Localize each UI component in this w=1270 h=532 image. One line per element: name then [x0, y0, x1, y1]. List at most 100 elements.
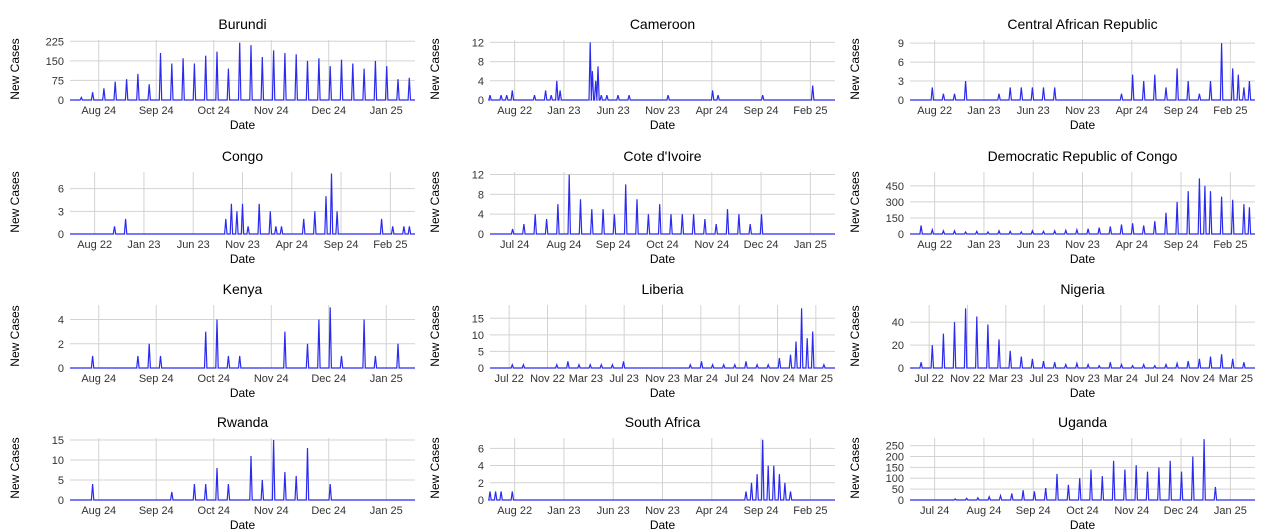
y-tick-label: 20 — [892, 340, 904, 352]
x-tick-label: Jun 23 — [597, 105, 630, 117]
panel-title: Central African Republic — [1007, 16, 1158, 32]
y-tick-label: 225 — [46, 36, 64, 48]
x-axis-label: Date — [229, 518, 256, 532]
panel-plot: 0 4 8 12 Jul 24 Aug 24 Sep 24 Oct 24 Nov 24 Dec 2… — [472, 169, 835, 251]
x-tick-label: Oct 24 — [198, 373, 230, 385]
y-axis-label: New Cases — [428, 304, 442, 367]
series-line — [490, 308, 835, 369]
panel-plot: 0 4 8 12 Aug 22 Jan 23 Jun 23 Nov 23 Apr 24 Sep 2… — [472, 37, 835, 117]
series-line — [488, 42, 835, 101]
x-tick-label: Sep 24 — [596, 239, 631, 251]
y-axis-label: New Cases — [428, 38, 442, 100]
x-tick-label: Nov 23 — [645, 505, 680, 517]
panel-title: South Africa — [624, 414, 701, 430]
x-tick-label: Mar 24 — [1104, 373, 1138, 385]
x-tick-label: Feb 25 — [1213, 105, 1247, 117]
x-tick-label: Feb 25 — [793, 505, 827, 517]
y-axis-label: New Cases — [848, 437, 862, 499]
x-tick-label: Aug 22 — [497, 105, 532, 117]
x-tick-label: Nov 24 — [1180, 373, 1215, 385]
x-axis-label: Date — [1069, 518, 1096, 532]
panel-title: Democratic Republic of Congo — [987, 148, 1178, 164]
x-tick-label: Jun 23 — [177, 239, 210, 251]
x-tick-label: Aug 22 — [497, 505, 532, 517]
y-tick-label: 10 — [472, 330, 484, 342]
panel-plot: 0 5 10 15 Jul 22 Nov 22 Mar 23 Jul 23 Nov 23 Mar … — [472, 305, 835, 385]
series-line — [488, 439, 835, 501]
x-tick-label: Apr 24 — [1116, 105, 1148, 117]
x-tick-label: Jun 23 — [1017, 239, 1050, 251]
y-tick-label: 250 — [886, 441, 904, 453]
panel-plot: 0 2 4 6 Aug 22 Jan 23 Jun 23 Nov 23 Apr 24 Sep 24… — [478, 438, 835, 517]
y-tick-label: 150 — [886, 462, 904, 474]
x-tick-label: Nov 24 — [760, 373, 795, 385]
x-tick-label: Nov 23 — [645, 105, 680, 117]
panel-title: Cameroon — [629, 16, 696, 32]
y-tick-label: 5 — [478, 346, 484, 358]
y-tick-label: 150 — [886, 213, 904, 225]
y-tick-label: 0 — [898, 363, 904, 375]
y-tick-label: 3 — [58, 206, 64, 218]
x-tick-label: Oct 24 — [646, 239, 678, 251]
x-tick-label: Aug 22 — [917, 239, 952, 251]
panel-plot: 0 5 10 15 Aug 24 Sep 24 Oct 24 Nov 24 Dec 24 Jan … — [52, 435, 415, 517]
x-tick-label: Nov 23 — [645, 373, 680, 385]
x-axis-label: Date — [229, 386, 256, 400]
x-axis-label: Date — [1069, 386, 1096, 400]
panel-title: Cote d'Ivoire — [623, 148, 702, 164]
x-tick-label: Sep 24 — [1016, 505, 1051, 517]
x-tick-label: Dec 24 — [311, 373, 346, 385]
series-line — [910, 439, 1255, 501]
x-tick-label: Aug 24 — [81, 105, 116, 117]
x-tick-label: Feb 25 — [793, 105, 827, 117]
x-tick-label: Feb 25 — [1213, 239, 1247, 251]
x-tick-label: Mar 23 — [989, 373, 1023, 385]
x-tick-label: Aug 24 — [966, 505, 1001, 517]
series-line — [910, 178, 1255, 235]
x-tick-label: Nov 23 — [1065, 239, 1100, 251]
x-tick-label: Apr 24 — [696, 105, 728, 117]
x-tick-label: Nov 24 — [694, 239, 729, 251]
x-axis-label: Date — [649, 252, 676, 266]
x-tick-label: Jun 23 — [597, 505, 630, 517]
x-tick-label: Apr 24 — [1116, 239, 1148, 251]
y-tick-label: 5 — [58, 475, 64, 487]
x-tick-label: Jan 23 — [547, 505, 580, 517]
x-tick-label: Apr 24 — [276, 239, 308, 251]
x-tick-label: Oct 24 — [1066, 505, 1098, 517]
x-tick-label: Nov 23 — [225, 239, 260, 251]
x-tick-label: Jan 23 — [967, 239, 1000, 251]
y-tick-label: 0 — [478, 95, 484, 107]
x-tick-label: Dec 24 — [311, 505, 346, 517]
x-tick-label: Sep 24 — [139, 373, 174, 385]
x-tick-label: Apr 24 — [696, 505, 728, 517]
y-tick-label: 0 — [478, 495, 484, 507]
y-axis-label: New Cases — [848, 171, 862, 233]
panel-plot: 0 2 4 Aug 24 Sep 24 Oct 24 Nov 24 Dec 24 Jan 25 — [58, 305, 415, 385]
y-axis-label: New Cases — [848, 38, 862, 100]
y-tick-label: 12 — [472, 169, 484, 181]
panel-plot: 0 20 40 Jul 22 Nov 22 Mar 23 Jul 23 Nov 23 Mar 2… — [892, 305, 1255, 385]
y-tick-label: 9 — [898, 38, 904, 50]
y-tick-label: 3 — [898, 76, 904, 88]
y-tick-label: 0 — [898, 495, 904, 507]
x-axis-label: Date — [649, 386, 676, 400]
y-tick-label: 0 — [58, 229, 64, 241]
y-tick-label: 2 — [58, 339, 64, 351]
x-tick-label: Jan 25 — [370, 373, 403, 385]
x-axis-label: Date — [649, 518, 676, 532]
y-axis-label: New Cases — [8, 437, 22, 499]
x-tick-label: Jan 25 — [1214, 505, 1247, 517]
panel-plot: 0 75 150 225 Aug 24 Sep 24 Oct 24 Nov 24 Dec 24 J… — [46, 36, 415, 117]
x-tick-label: Nov 24 — [254, 505, 289, 517]
x-tick-label: Jan 25 — [794, 239, 827, 251]
panel-title: Uganda — [1057, 414, 1108, 430]
y-tick-label: 50 — [892, 484, 904, 496]
y-tick-label: 12 — [472, 37, 484, 49]
x-tick-label: Nov 23 — [1065, 373, 1100, 385]
x-tick-label: Dec 24 — [744, 239, 779, 251]
x-tick-label: Dec 24 — [1164, 505, 1199, 517]
y-axis-label: New Cases — [428, 437, 442, 499]
x-tick-label: Oct 24 — [198, 505, 230, 517]
